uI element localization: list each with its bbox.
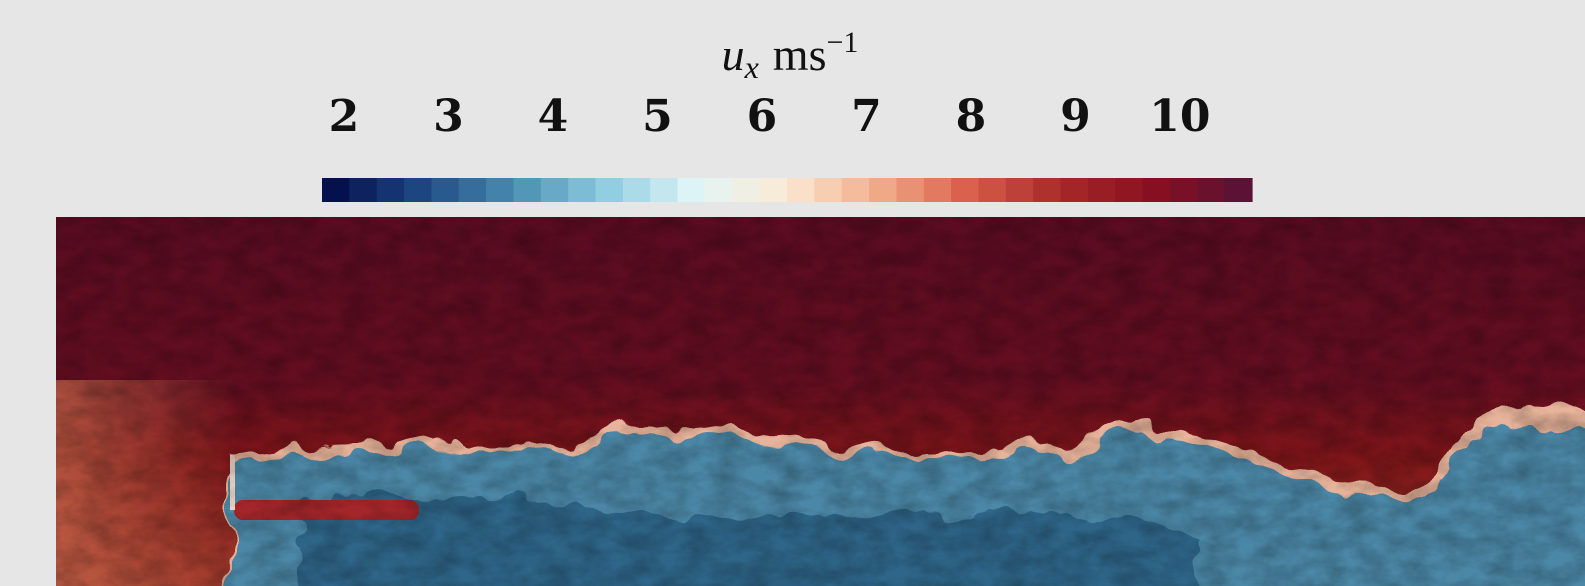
colorbar-band — [924, 178, 952, 202]
colorbar-band — [377, 178, 405, 202]
tick-label: 7 — [851, 91, 882, 142]
colorbar-band — [896, 178, 924, 202]
colorbar-band — [1088, 178, 1116, 202]
colorbar-band — [705, 178, 733, 202]
colorbar-band — [760, 178, 788, 202]
figure: 2 3 4 5 6 7 8 9 10 uxms−1 — [0, 0, 1585, 586]
colorbar-band — [541, 178, 569, 202]
title-subscript: x — [744, 49, 759, 85]
colorbar-band — [596, 178, 624, 202]
colorbar-band — [1061, 178, 1089, 202]
tick-label: 10 — [1149, 91, 1210, 142]
colorbar-band — [349, 178, 377, 202]
colorbar-band — [678, 178, 706, 202]
colorbar-band — [623, 178, 651, 202]
tick-label: 9 — [1060, 91, 1091, 142]
colorbar-band — [1033, 178, 1061, 202]
tick-label: 6 — [747, 91, 778, 142]
title-symbol: u — [722, 29, 745, 80]
colorbar-band — [1115, 178, 1143, 202]
colorbar-band — [1143, 178, 1171, 202]
title-exponent: −1 — [826, 26, 858, 59]
colorbar-band — [1006, 178, 1034, 202]
colorbar-band — [513, 178, 541, 202]
colorbar-band — [459, 178, 487, 202]
colorbar-band — [1197, 178, 1225, 202]
velocity-field — [56, 217, 1585, 586]
colorbar-band — [1170, 178, 1198, 202]
colorbar: 2 3 4 5 6 7 8 9 10 — [322, 91, 1253, 202]
tick-label: 5 — [642, 91, 673, 142]
colorbar-band — [842, 178, 870, 202]
colorbar-band — [814, 178, 842, 202]
tick-label: 8 — [956, 91, 987, 142]
colorbar-band — [404, 178, 432, 202]
colorbar-band — [732, 178, 760, 202]
colorbar-band — [978, 178, 1006, 202]
colorbar-band — [787, 178, 815, 202]
title-unit: ms — [773, 29, 827, 80]
colorbar-band — [431, 178, 459, 202]
colorbar-band — [322, 178, 350, 202]
tick-label: 2 — [329, 91, 360, 142]
colorbar-band — [568, 178, 596, 202]
tick-label: 4 — [538, 91, 569, 142]
colorbar-band — [650, 178, 678, 202]
colorbar-band — [486, 178, 514, 202]
colorbar-band — [1225, 178, 1253, 202]
colorbar-band — [951, 178, 979, 202]
colorbar-band — [869, 178, 897, 202]
tick-label: 3 — [433, 91, 464, 142]
